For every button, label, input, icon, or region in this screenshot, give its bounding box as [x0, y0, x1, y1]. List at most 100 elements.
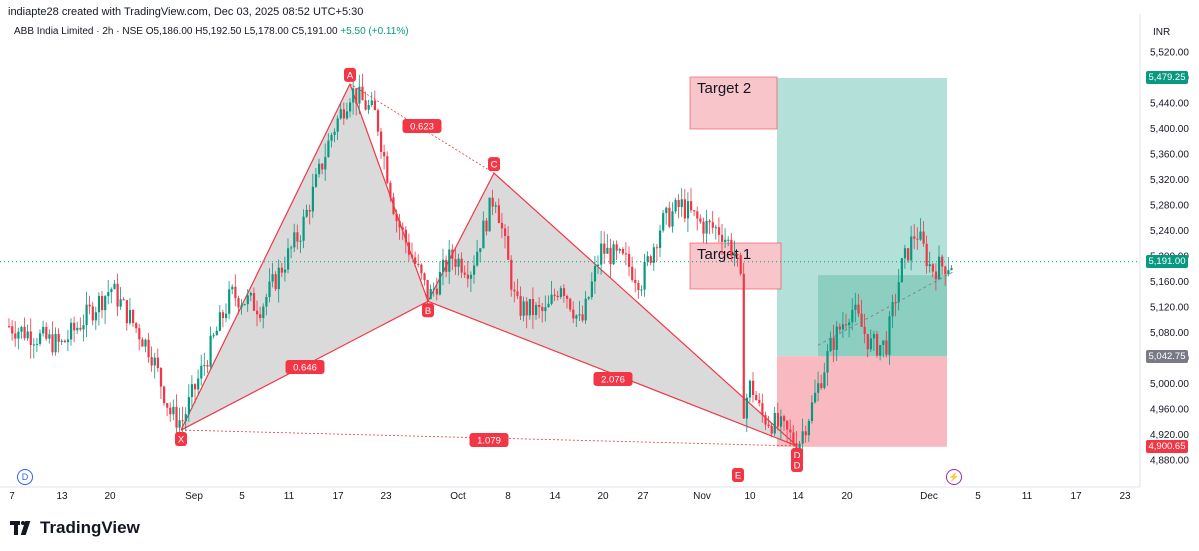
- candle-body: [779, 416, 783, 427]
- ratio-label: 0.623: [410, 122, 434, 133]
- candle-body: [708, 220, 711, 223]
- x-tick-label: 11: [1022, 491, 1033, 502]
- candle-body: [721, 234, 724, 242]
- dividend-icon[interactable]: D: [17, 469, 33, 485]
- target-zone: [689, 242, 782, 290]
- tradingview-logo[interactable]: TradingView: [10, 518, 140, 538]
- candle-body: [783, 416, 786, 421]
- created-by-line: indiapte28 created with TradingView.com,…: [8, 6, 364, 18]
- candle-body: [674, 200, 677, 212]
- candle-body: [318, 163, 321, 175]
- candle-body: [302, 216, 305, 241]
- candle-body: [29, 331, 32, 346]
- xab-triangle: [181, 83, 428, 431]
- x-tick-label: Dec: [920, 491, 938, 502]
- candle-body: [941, 256, 944, 267]
- candle-body: [739, 255, 742, 274]
- candle-body: [491, 197, 494, 207]
- candle-body: [845, 324, 848, 326]
- candle-body: [584, 298, 587, 321]
- candle-body: [225, 313, 228, 319]
- candle-body: [680, 199, 683, 208]
- candle-body: [194, 384, 197, 390]
- candle-body: [519, 295, 522, 316]
- candle-body: [730, 239, 733, 256]
- candle-body: [717, 227, 721, 235]
- candle-body: [141, 339, 144, 347]
- candle-body: [389, 182, 392, 198]
- ohlc-values: O5,186.00 H5,192.50 L5,178.00 C5,191.00: [145, 26, 338, 37]
- candle-body: [336, 118, 339, 132]
- candle-body: [631, 266, 634, 280]
- candle-body: [401, 227, 404, 230]
- y-tick-label: 5,360.00: [1150, 150, 1189, 161]
- candle-body: [457, 258, 460, 267]
- lightning-icon[interactable]: ⚡: [946, 469, 962, 485]
- candle-body: [153, 357, 156, 366]
- y-tick-label: 5,520.00: [1150, 48, 1189, 59]
- candle-body: [919, 231, 922, 240]
- candle-body: [814, 392, 817, 403]
- candle-body: [590, 281, 593, 298]
- candle-body: [711, 222, 714, 228]
- candle-body: [820, 383, 823, 388]
- target-label: Target 1: [697, 246, 751, 263]
- candle-body: [39, 333, 42, 344]
- dividend-marker-bg: [791, 458, 803, 472]
- point-label-c-bg: [488, 157, 500, 172]
- candle-body: [513, 289, 516, 292]
- candle-body: [70, 322, 73, 340]
- candle-body: [85, 304, 88, 326]
- candle-body: [950, 268, 953, 271]
- ratio-label: 0.646: [293, 363, 317, 374]
- candle-body: [938, 256, 941, 280]
- currency-label: INR: [1153, 27, 1171, 38]
- candle-body: [166, 403, 169, 408]
- ratio-label: 2.076: [601, 375, 625, 386]
- candle-body: [82, 325, 85, 330]
- x-tick-label: 27: [637, 491, 649, 502]
- candle-body: [686, 201, 690, 219]
- leg-xa: [180, 83, 351, 431]
- candle-body: [119, 299, 122, 307]
- candle-body: [287, 248, 290, 270]
- candle-body: [494, 205, 497, 207]
- candle-body: [547, 303, 550, 308]
- candle-body: [593, 265, 597, 282]
- candle-body: [14, 333, 17, 339]
- candle-body: [770, 426, 773, 434]
- candle-body: [559, 288, 562, 298]
- candle-body: [426, 280, 429, 300]
- candle-body: [367, 105, 370, 110]
- candle-body: [659, 230, 662, 248]
- ratio-label-bg: [593, 372, 633, 386]
- candle-body: [879, 345, 882, 356]
- trend-dashed-line: [817, 271, 954, 346]
- candle-body: [454, 258, 457, 267]
- candle-body: [860, 313, 863, 327]
- candle-body: [507, 236, 510, 260]
- candle-body: [101, 296, 104, 311]
- candle-body: [110, 289, 113, 293]
- candle-body: [178, 420, 181, 428]
- ratio-label-bg: [402, 119, 442, 133]
- candle-body: [693, 210, 696, 212]
- candle-body: [383, 151, 386, 157]
- candle-body: [243, 304, 246, 306]
- candle-body: [35, 343, 39, 345]
- point-label-d: D: [794, 450, 801, 461]
- candle-body: [345, 111, 349, 119]
- candle-body: [699, 218, 702, 222]
- candle-body: [528, 299, 531, 316]
- x-tick-label: 14: [792, 491, 804, 502]
- candle-body: [578, 314, 581, 316]
- candle-body: [429, 288, 432, 300]
- candle-body: [442, 259, 445, 273]
- symbol-name: ABB India Limited · 2h · NSE: [14, 26, 143, 37]
- candle-body: [541, 306, 544, 312]
- candle-body: [209, 335, 212, 367]
- candle-body: [48, 334, 51, 339]
- candle-body: [333, 131, 336, 135]
- candle-body: [175, 406, 178, 428]
